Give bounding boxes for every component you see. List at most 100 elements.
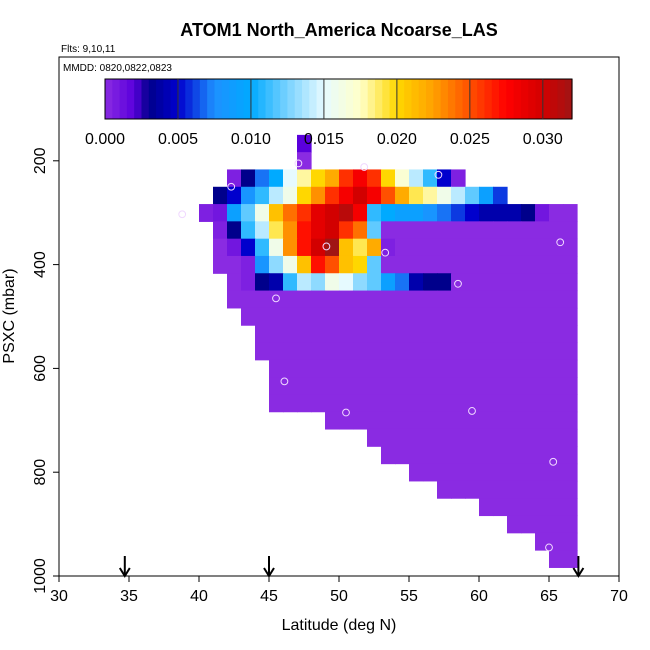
heatmap-cell: [521, 411, 536, 430]
heatmap-cell: [423, 204, 438, 222]
heatmap-cell: [451, 428, 466, 447]
heatmap-cell: [465, 428, 480, 447]
heatmap-cell: [451, 186, 466, 205]
chart-title: ATOM1 North_America Ncoarse_LAS: [180, 20, 497, 40]
heatmap-cell: [479, 290, 494, 309]
sample-point: [294, 159, 303, 168]
heatmap-cell: [311, 255, 326, 274]
heatmap-cell: [311, 359, 326, 378]
heatmap-cell: [549, 515, 564, 534]
heatmap-cell: [325, 342, 340, 361]
heatmap-cell: [535, 463, 550, 482]
heatmap-cell: [521, 273, 536, 292]
heatmap-cell: [549, 290, 564, 309]
heatmap-cell: [507, 273, 522, 292]
heatmap-cell: [255, 186, 270, 205]
colorbar-segment: [294, 79, 303, 119]
heatmap-cell: [311, 273, 326, 292]
colorbar-segment: [316, 79, 325, 119]
heatmap-cell: [549, 325, 564, 344]
heatmap-cell: [325, 325, 340, 344]
colorbar-segment: [265, 79, 274, 119]
heatmap-cell: [493, 411, 508, 430]
heatmap-cell: [521, 515, 536, 534]
heatmap-cell: [311, 169, 326, 188]
heatmap-cell: [507, 255, 522, 274]
heatmap-cell: [465, 290, 480, 309]
heatmap-cell: [227, 290, 242, 309]
heatmap-cell: [423, 428, 438, 447]
heatmap-cell: [493, 342, 508, 361]
heatmap-cell: [381, 204, 396, 222]
heatmap-cell: [451, 255, 466, 274]
colorbar-segment: [185, 79, 194, 119]
heatmap-cell: [283, 325, 298, 344]
heatmap-cell: [381, 428, 396, 447]
heatmap-cell: [563, 463, 578, 482]
heatmap-cell: [549, 238, 564, 257]
heatmap-cell: [325, 359, 340, 378]
heatmap-cell: [423, 221, 438, 240]
heatmap-cell: [367, 428, 382, 447]
heatmap-cell: [367, 221, 382, 240]
heatmap-cell: [311, 204, 326, 222]
heatmap-cell: [563, 255, 578, 274]
heatmap-cell: [269, 359, 284, 378]
colorbar-segment: [236, 79, 245, 119]
heatmap-cell: [409, 377, 424, 395]
heatmap-cell: [297, 290, 312, 309]
heatmap-cell: [269, 255, 284, 274]
heatmap-cell: [549, 550, 564, 568]
colorbar-segment: [112, 79, 121, 119]
colorbar-segment: [229, 79, 237, 119]
heatmap-cell: [283, 238, 298, 257]
heatmap-cell: [199, 204, 214, 222]
heatmap-cell: [549, 377, 564, 395]
heatmap-cell: [381, 359, 396, 378]
heatmap-cell: [563, 428, 578, 447]
heatmap-cell: [367, 325, 382, 344]
colorbar-segment: [163, 79, 172, 119]
heatmap-cell: [507, 377, 522, 395]
heatmap-cell: [395, 394, 410, 413]
heatmap-cell: [563, 377, 578, 395]
heatmap-cell: [521, 255, 536, 274]
heatmap-cell: [535, 480, 550, 499]
colorbar-segment: [469, 79, 478, 119]
colorbar-segment: [134, 79, 143, 119]
heatmap-cell: [549, 307, 564, 326]
colorbar-segment: [331, 79, 340, 119]
heatmap-cell: [423, 446, 438, 465]
heatmap-cell: [521, 359, 536, 378]
x-tick-label: 55: [400, 588, 418, 605]
y-tick-label: 1000: [32, 558, 49, 594]
heatmap-cell: [465, 480, 480, 499]
heatmap-cell: [367, 186, 382, 205]
heatmap-cell: [283, 377, 298, 395]
heatmap-cell: [479, 463, 494, 482]
heatmap-cell: [507, 515, 522, 534]
sample-point: [381, 248, 390, 257]
heatmap-cell: [549, 204, 564, 222]
colorbar-tick-label: 0.030: [523, 131, 563, 148]
heatmap-cell: [507, 428, 522, 447]
heatmap-cell: [563, 480, 578, 499]
colorbar: 0.000 0.005 0.010 0.015 0.020 0.025 0.030: [85, 78, 573, 148]
heatmap-cell: [465, 273, 480, 292]
heatmap-cell: [255, 273, 270, 292]
heatmap-cell: [311, 238, 326, 257]
heatmap-cell: [269, 221, 284, 240]
heatmap-cell: [241, 255, 256, 274]
heatmap-cell: [521, 290, 536, 309]
heatmap-cell: [437, 480, 452, 499]
heatmap-cell: [283, 394, 298, 413]
heatmap-cell: [353, 394, 368, 413]
heatmap-cell: [423, 307, 438, 326]
heatmap-cell: [493, 498, 508, 517]
heatmap-cell: [423, 290, 438, 309]
colorbar-segment: [462, 79, 471, 119]
heatmap-cell: [353, 342, 368, 361]
heatmap-cell: [339, 221, 354, 240]
heatmap-cell: [269, 186, 284, 205]
heatmap-cell: [409, 325, 424, 344]
